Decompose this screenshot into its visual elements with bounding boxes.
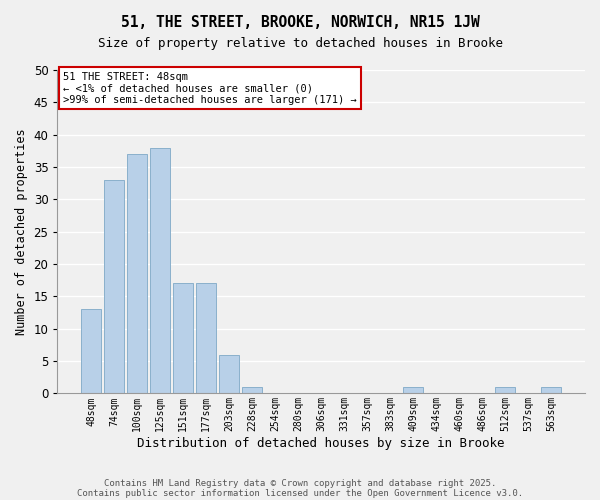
Y-axis label: Number of detached properties: Number of detached properties: [15, 128, 28, 335]
Bar: [220, 354, 239, 394]
Bar: [403, 387, 423, 394]
Bar: [541, 387, 561, 394]
Bar: [242, 387, 262, 394]
Text: 51 THE STREET: 48sqm
← <1% of detached houses are smaller (0)
>99% of semi-detac: 51 THE STREET: 48sqm ← <1% of detached h…: [63, 72, 356, 105]
Bar: [196, 284, 216, 394]
Text: Size of property relative to detached houses in Brooke: Size of property relative to detached ho…: [97, 38, 503, 51]
Bar: [496, 387, 515, 394]
Bar: [82, 310, 101, 394]
Bar: [127, 154, 147, 394]
X-axis label: Distribution of detached houses by size in Brooke: Distribution of detached houses by size …: [137, 437, 505, 450]
Text: 51, THE STREET, BROOKE, NORWICH, NR15 1JW: 51, THE STREET, BROOKE, NORWICH, NR15 1J…: [121, 15, 479, 30]
Bar: [104, 180, 124, 394]
Bar: [173, 284, 193, 394]
Bar: [151, 148, 170, 394]
Text: Contains HM Land Registry data © Crown copyright and database right 2025.: Contains HM Land Registry data © Crown c…: [104, 478, 496, 488]
Text: Contains public sector information licensed under the Open Government Licence v3: Contains public sector information licen…: [77, 488, 523, 498]
